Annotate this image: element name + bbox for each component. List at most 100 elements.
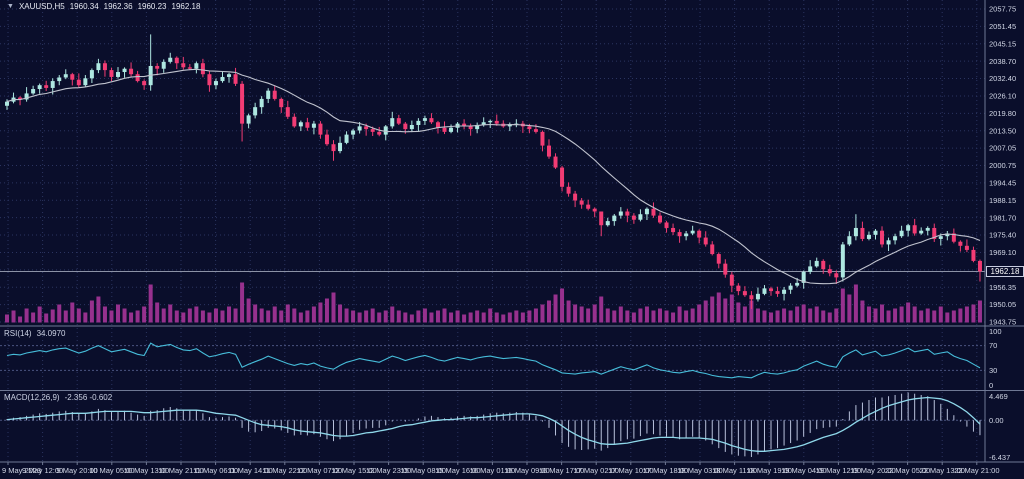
volume-bar bbox=[651, 310, 656, 323]
volume-bar bbox=[501, 314, 506, 323]
candle-body bbox=[227, 74, 232, 77]
candle-body bbox=[801, 271, 806, 283]
chart-symbol-period: XAUUSD,H5 bbox=[18, 2, 65, 11]
volume-bar bbox=[455, 310, 460, 323]
volume-bar bbox=[89, 300, 94, 323]
candle-body bbox=[951, 233, 956, 242]
candle-body bbox=[906, 225, 911, 231]
volume-bar bbox=[50, 309, 55, 323]
candle-body bbox=[435, 122, 440, 128]
candle-body bbox=[840, 244, 845, 278]
volume-bar bbox=[527, 310, 532, 323]
main-chart-plot-area[interactable] bbox=[0, 0, 985, 326]
price-axis-label: 2026.10 bbox=[989, 92, 1016, 101]
volume-bar bbox=[168, 304, 173, 323]
price-axis-label: 1969.10 bbox=[989, 248, 1016, 257]
price-axis-label: 1975.40 bbox=[989, 231, 1016, 240]
rsi-value: 34.0970 bbox=[36, 329, 66, 338]
time-axis-label: 10 May 21:00 bbox=[158, 466, 203, 475]
volume-bar bbox=[5, 314, 9, 323]
candle-body bbox=[44, 85, 49, 88]
candle-body bbox=[416, 120, 421, 126]
volume-bar bbox=[370, 308, 375, 323]
volume-bar bbox=[390, 306, 395, 323]
volume-bar bbox=[357, 312, 362, 323]
time-axis-label: 10 May 05:00 bbox=[89, 466, 134, 475]
volume-bar bbox=[977, 300, 982, 323]
candle-body bbox=[168, 57, 173, 62]
price-axis-label: 2032.40 bbox=[989, 74, 1016, 83]
candle-body bbox=[142, 81, 147, 86]
candle-body bbox=[449, 127, 454, 132]
macd-indicator-label: MACD(12,26,9) -2.356 -0.602 bbox=[4, 393, 112, 402]
chart-dropdown-icon[interactable]: ▼ bbox=[7, 3, 14, 10]
candle-body bbox=[181, 63, 186, 68]
time-axis-area[interactable] bbox=[0, 462, 1024, 479]
volume-bar bbox=[938, 306, 943, 323]
time-axis-label: 9 May 12:00 bbox=[22, 466, 63, 475]
volume-bar bbox=[96, 296, 101, 323]
rsi-panel-area[interactable] bbox=[0, 326, 985, 391]
candle-body bbox=[769, 288, 774, 292]
rsi-line bbox=[6, 342, 981, 379]
candle-body bbox=[494, 120, 499, 124]
candle-body bbox=[651, 208, 656, 216]
volume-bar bbox=[579, 306, 584, 323]
macd-name: MACD(12,26,9) bbox=[4, 393, 60, 402]
candle-body bbox=[742, 291, 747, 296]
candle-body bbox=[272, 90, 277, 99]
candle-body bbox=[96, 63, 101, 71]
candle-body bbox=[31, 89, 36, 94]
volume-bar bbox=[821, 310, 826, 323]
candle-body bbox=[860, 227, 865, 239]
candle-body bbox=[788, 285, 793, 290]
candle-body bbox=[925, 227, 930, 231]
candle-body bbox=[488, 120, 493, 123]
volume-bar bbox=[847, 294, 852, 323]
candle-body bbox=[507, 124, 512, 127]
price-axis-label: 1950.05 bbox=[989, 300, 1016, 309]
volume-bar bbox=[703, 300, 708, 323]
price-axis-area[interactable] bbox=[985, 0, 1024, 462]
time-axis-label: 15 May 16:00 bbox=[435, 466, 480, 475]
price-axis-label: 2007.05 bbox=[989, 144, 1016, 153]
candle-body bbox=[70, 74, 75, 80]
macd-panel-area[interactable] bbox=[0, 391, 985, 463]
volume-bar bbox=[880, 304, 885, 323]
candle-body bbox=[625, 211, 630, 216]
candle-body bbox=[481, 122, 486, 126]
volume-bar bbox=[311, 306, 316, 323]
candle-body bbox=[357, 126, 362, 131]
volume-bar bbox=[174, 310, 179, 323]
candle-body bbox=[866, 234, 871, 239]
candle-body bbox=[475, 125, 480, 130]
volume-bar bbox=[31, 312, 36, 323]
volume-bar bbox=[566, 300, 571, 323]
price-axis-label: 2045.15 bbox=[989, 39, 1016, 48]
time-axis-label: 17 May 10:00 bbox=[608, 466, 653, 475]
candle-body bbox=[311, 123, 316, 128]
candle-body bbox=[586, 204, 591, 209]
candle-body bbox=[618, 211, 623, 216]
volume-bar bbox=[377, 312, 382, 323]
time-axis-label: 11 May 22:00 bbox=[262, 466, 307, 475]
volume-bar bbox=[514, 310, 519, 323]
candle-body bbox=[782, 289, 787, 294]
volume-bar bbox=[494, 312, 499, 323]
candle-body bbox=[664, 222, 669, 228]
volume-bar bbox=[70, 302, 75, 323]
candle-body bbox=[318, 123, 323, 135]
macd-scale-label: 0.00 bbox=[989, 416, 1004, 425]
price-axis-label: 2000.75 bbox=[989, 161, 1016, 170]
price-axis-label: 2051.45 bbox=[989, 22, 1016, 31]
candle-body bbox=[200, 63, 205, 75]
volume-bar bbox=[664, 310, 669, 323]
volume-bar bbox=[631, 312, 636, 323]
candle-body bbox=[912, 225, 917, 234]
volume-bar bbox=[416, 310, 421, 323]
volume-bar bbox=[468, 312, 473, 323]
candle-body bbox=[409, 125, 414, 130]
volume-bar bbox=[618, 306, 623, 323]
volume-bar bbox=[338, 304, 343, 323]
